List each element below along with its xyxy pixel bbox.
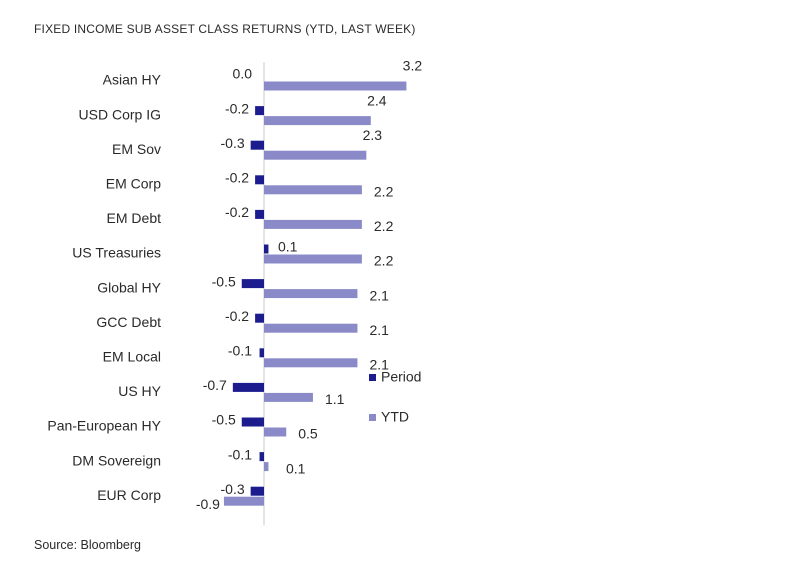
ytd-bar bbox=[264, 392, 313, 402]
period-value-label: -0.3 bbox=[221, 481, 245, 497]
ytd-bar bbox=[264, 185, 362, 195]
ytd-bar bbox=[264, 81, 407, 91]
category-label: Pan-European HY bbox=[47, 418, 161, 434]
legend-ytd-swatch bbox=[369, 414, 376, 421]
period-value-label: -0.2 bbox=[225, 308, 249, 324]
ytd-value-label: -0.9 bbox=[196, 496, 220, 512]
period-bar bbox=[250, 140, 264, 150]
category-label: DM Sovereign bbox=[72, 452, 161, 468]
ytd-bar bbox=[264, 219, 362, 229]
ytd-value-label: 0.5 bbox=[298, 426, 318, 442]
category-label: GCC Debt bbox=[96, 314, 161, 330]
ytd-value-label: 2.2 bbox=[374, 218, 394, 234]
category-label: EM Local bbox=[103, 349, 161, 365]
period-bar bbox=[255, 175, 264, 185]
ytd-value-label: 2.4 bbox=[367, 92, 387, 108]
period-bar bbox=[232, 382, 264, 392]
category-label: USD Corp IG bbox=[79, 106, 161, 122]
period-bar bbox=[255, 313, 264, 323]
period-value-label: 0.1 bbox=[278, 239, 298, 255]
category-label: US HY bbox=[118, 383, 161, 399]
period-value-label: -0.1 bbox=[228, 446, 252, 462]
ytd-bar bbox=[264, 150, 367, 160]
period-bar bbox=[241, 417, 264, 427]
ytd-bar bbox=[264, 358, 358, 368]
period-value-label: -0.2 bbox=[225, 100, 249, 116]
period-value-label: -0.1 bbox=[228, 343, 252, 359]
period-value-label: -0.7 bbox=[203, 377, 227, 393]
ytd-value-label: 2.1 bbox=[369, 287, 389, 303]
category-label: Asian HY bbox=[103, 72, 162, 88]
ytd-bar bbox=[264, 323, 358, 333]
category-label: EM Sov bbox=[112, 141, 161, 157]
ytd-value-label: 2.1 bbox=[369, 357, 389, 373]
ytd-bar bbox=[264, 427, 287, 437]
ytd-value-label: 1.1 bbox=[325, 391, 345, 407]
source-note: Source: Bloomberg bbox=[34, 538, 142, 552]
category-label: Global HY bbox=[97, 279, 161, 295]
ytd-value-label: 3.2 bbox=[403, 58, 423, 74]
ytd-value-label: 2.2 bbox=[374, 253, 394, 269]
period-value-label: -0.2 bbox=[225, 170, 249, 186]
ytd-bar bbox=[223, 496, 264, 506]
period-bar bbox=[241, 279, 264, 289]
ytd-value-label: 2.3 bbox=[363, 127, 383, 143]
ytd-bar bbox=[264, 289, 358, 299]
period-value-label: -0.3 bbox=[221, 135, 245, 151]
ytd-bar bbox=[264, 254, 362, 264]
category-label: US Treasuries bbox=[72, 245, 161, 261]
ytd-bar bbox=[264, 116, 371, 126]
period-bar bbox=[264, 244, 269, 254]
period-value-label: -0.5 bbox=[212, 412, 236, 428]
ytd-value-label: 0.1 bbox=[286, 460, 306, 476]
ytd-bar bbox=[264, 462, 269, 472]
legend-ytd-label: YTD bbox=[381, 409, 409, 425]
category-label: EM Corp bbox=[106, 176, 161, 192]
legend-period-label: Period bbox=[381, 369, 421, 385]
legend-period-swatch bbox=[369, 374, 376, 381]
chart-title: FIXED INCOME SUB ASSET CLASS RETURNS (YT… bbox=[34, 22, 416, 36]
period-bar bbox=[259, 452, 264, 462]
period-value-label: -0.2 bbox=[225, 204, 249, 220]
period-bar bbox=[250, 486, 264, 496]
period-bar bbox=[255, 106, 264, 116]
category-label: EUR Corp bbox=[97, 487, 161, 503]
ytd-value-label: 2.2 bbox=[374, 184, 394, 200]
period-bar bbox=[259, 348, 264, 358]
period-value-label: 0.0 bbox=[233, 66, 253, 82]
period-value-label: -0.5 bbox=[212, 273, 236, 289]
ytd-value-label: 2.1 bbox=[369, 322, 389, 338]
period-bar bbox=[255, 209, 264, 219]
category-label: EM Debt bbox=[107, 210, 162, 226]
